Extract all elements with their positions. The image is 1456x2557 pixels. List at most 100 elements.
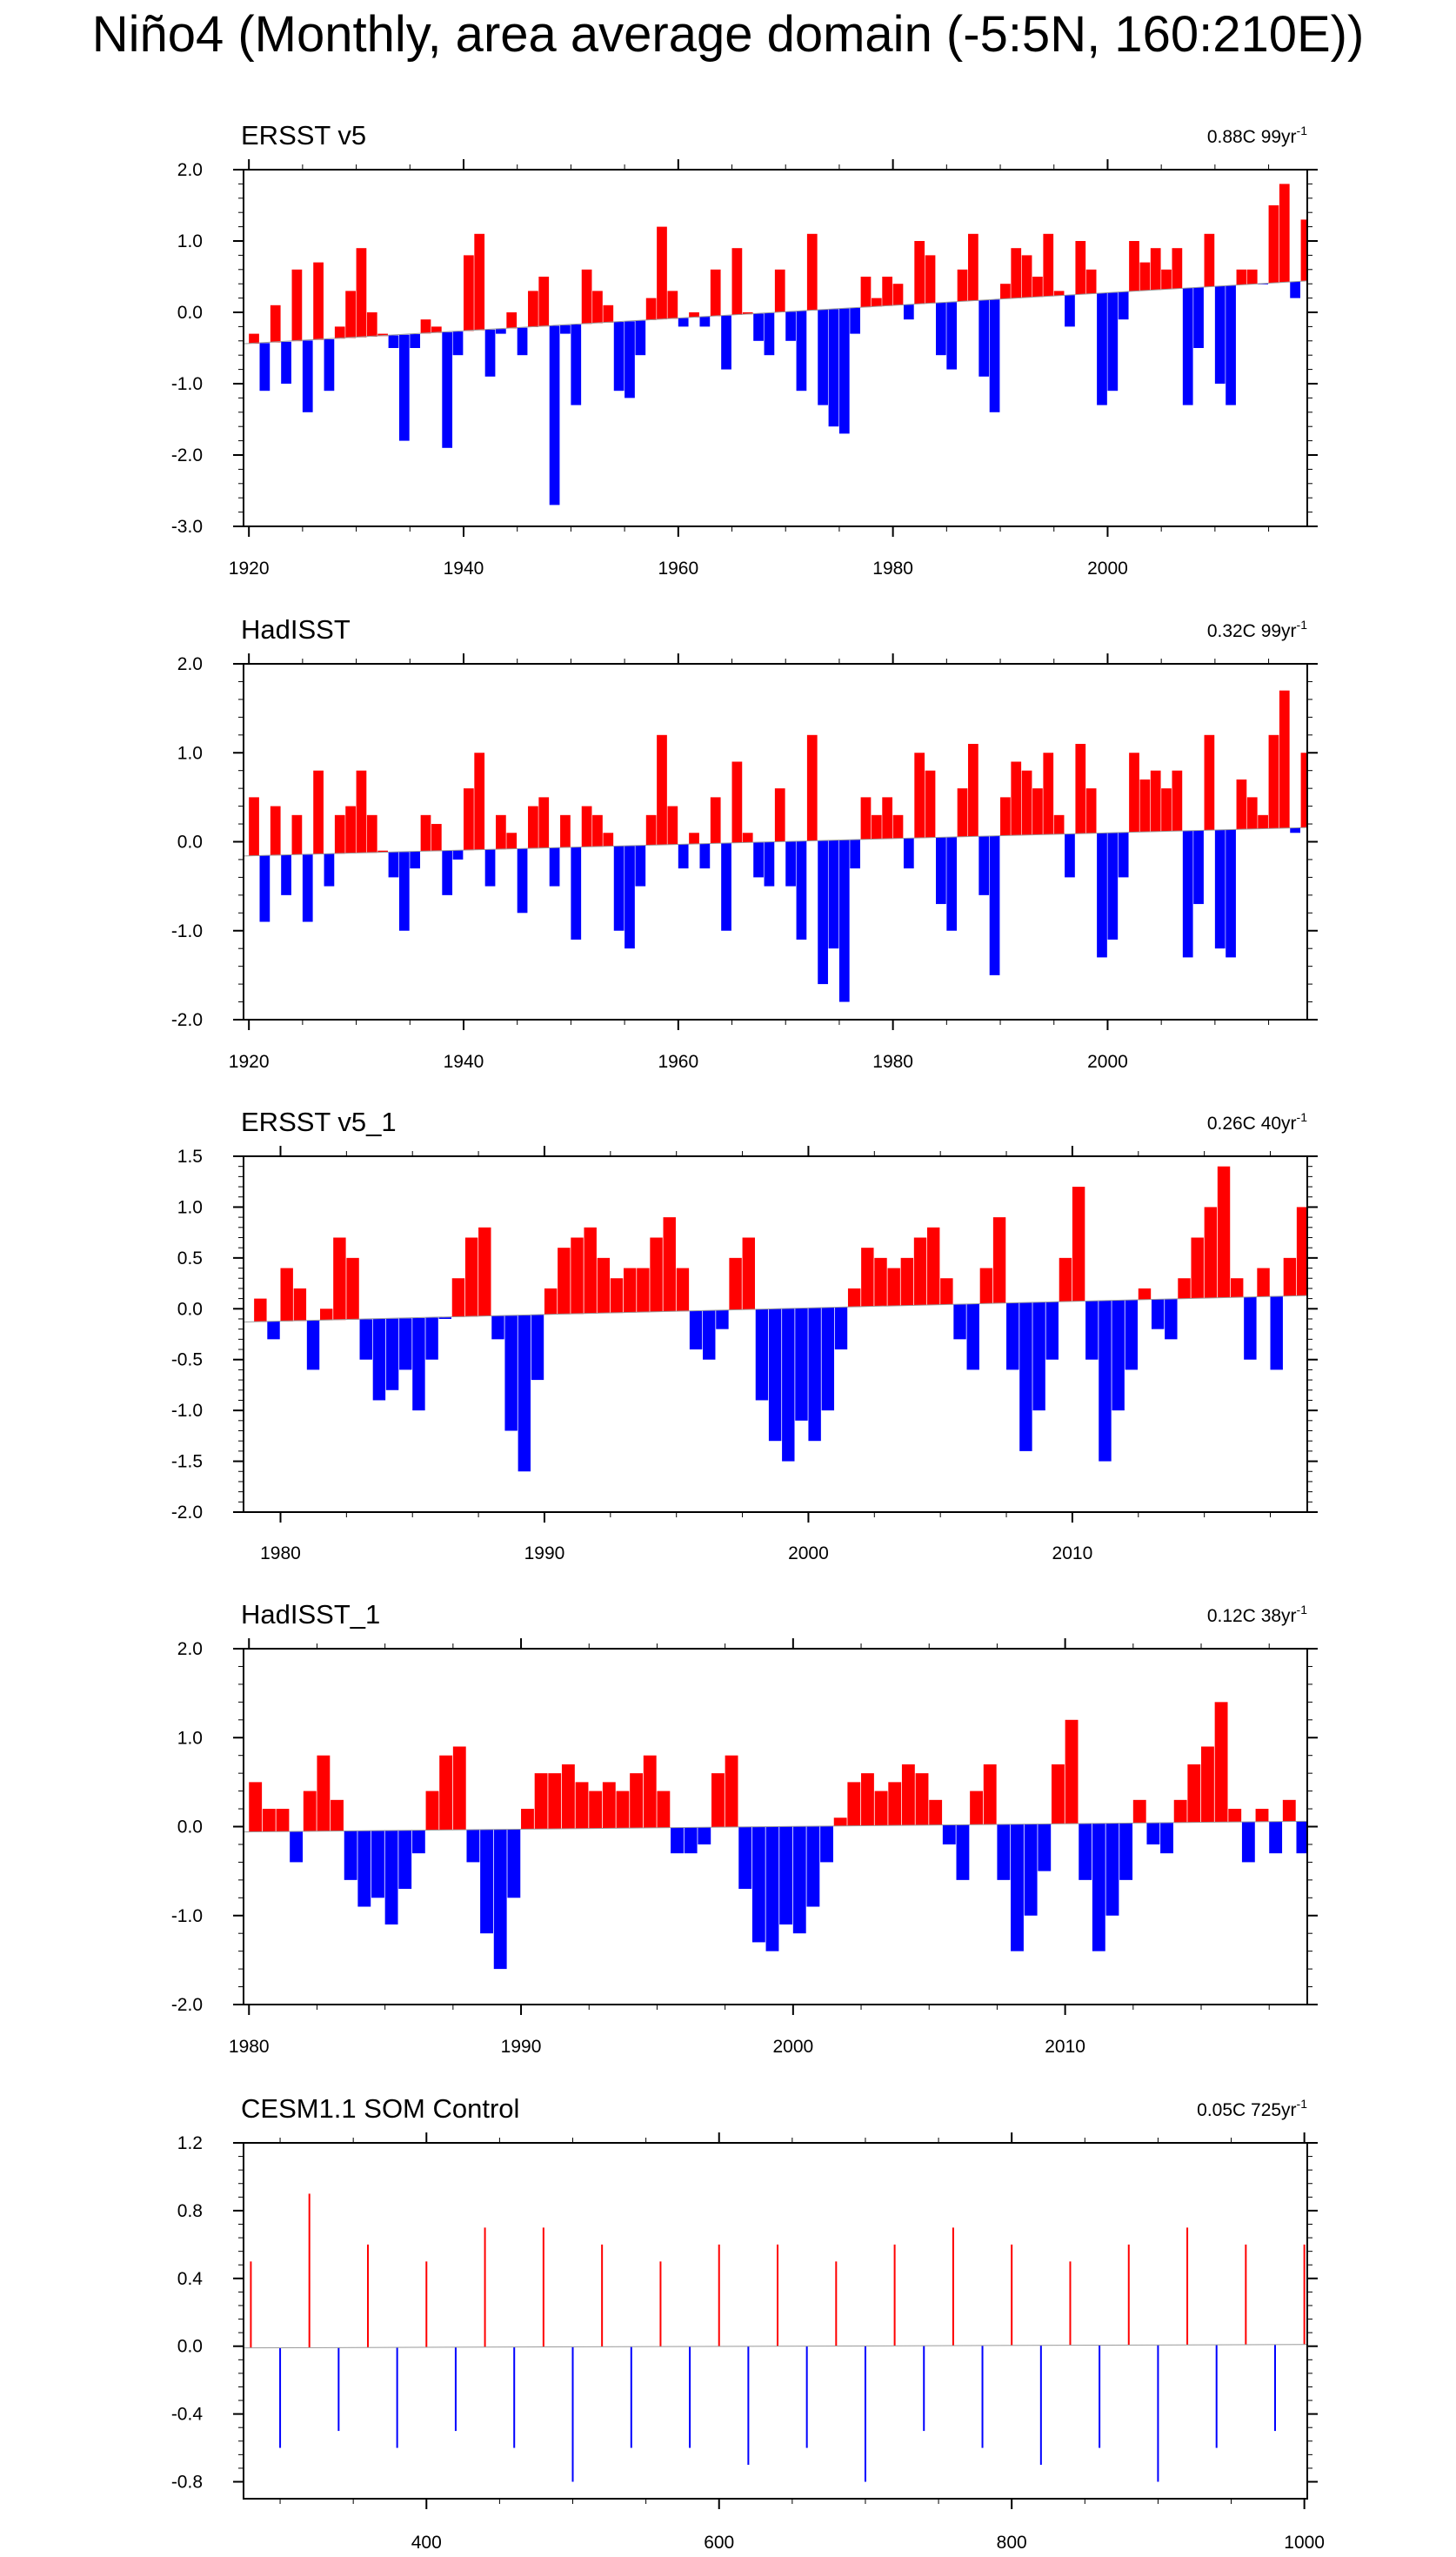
data-bar xyxy=(1236,269,1247,285)
y-tick-label: -0.5 xyxy=(171,1350,203,1370)
x-tick-label: 2010 xyxy=(1052,1543,1093,1563)
panel-4: HadISST_1 0.12C 38yr-1 -2.0 -1.0 0.0 1.0 2.0 19… xyxy=(171,1599,1318,2057)
plot-frame xyxy=(243,169,1308,527)
data-bar xyxy=(1024,1824,1038,1916)
data-bar xyxy=(1273,2344,1276,2432)
data-bar xyxy=(425,2261,428,2348)
data-bar xyxy=(828,840,839,949)
data-bar xyxy=(528,291,538,327)
data-bar xyxy=(496,814,506,850)
data-bar xyxy=(624,846,635,949)
data-bar xyxy=(259,343,270,392)
data-bar xyxy=(764,312,775,356)
data-bar xyxy=(331,1799,344,1831)
data-bar xyxy=(888,1782,902,1826)
data-bar xyxy=(903,838,914,869)
data-bar xyxy=(1226,285,1236,405)
trend-exponent: -1 xyxy=(1297,124,1308,137)
data-bar xyxy=(1193,287,1204,348)
data-bar xyxy=(1139,779,1151,833)
data-bar xyxy=(1182,830,1193,958)
data-bar xyxy=(1079,1823,1092,1880)
data-bar xyxy=(366,2244,369,2348)
data-bar xyxy=(399,1318,412,1370)
x-tick-label: 2000 xyxy=(772,2037,813,2057)
data-bar xyxy=(412,1317,425,1411)
data-bar xyxy=(1006,1302,1019,1370)
x-tick-label: 600 xyxy=(704,2533,734,2553)
data-bar xyxy=(983,1764,997,1825)
x-tick-label: 1990 xyxy=(501,2037,542,2057)
data-bar xyxy=(957,269,968,302)
data-bar xyxy=(914,241,925,305)
data-bar xyxy=(1099,1300,1112,1462)
y-tick-label: -1.0 xyxy=(171,1906,203,1926)
data-bar xyxy=(711,1773,725,1828)
data-bar xyxy=(1268,205,1279,284)
data-bar xyxy=(1283,1257,1297,1296)
page-title: Niño4 (Monthly, area average domain (-5:… xyxy=(91,6,1365,63)
data-bar xyxy=(377,333,388,337)
data-bar xyxy=(777,2244,779,2346)
data-bar xyxy=(1257,1268,1270,1297)
data-bar xyxy=(635,845,646,887)
data-bar xyxy=(796,840,807,940)
data-bar xyxy=(496,329,506,334)
data-bar xyxy=(356,770,367,853)
data-bar xyxy=(463,255,474,331)
data-bar xyxy=(765,1826,779,1951)
data-bar xyxy=(410,851,421,869)
data-bar xyxy=(1045,1302,1059,1360)
data-bar xyxy=(689,2346,691,2448)
data-bar xyxy=(901,1764,915,1825)
bars xyxy=(254,1166,1307,1472)
data-bar xyxy=(291,269,303,342)
data-bar xyxy=(384,1831,398,1924)
data-bar xyxy=(1099,2345,1101,2448)
x-tick-label: 2000 xyxy=(788,1543,829,1563)
y-tick-label: 0.8 xyxy=(177,2201,203,2221)
data-bar xyxy=(313,770,324,854)
data-bar xyxy=(645,298,657,320)
y-tick-label: 1.5 xyxy=(177,1147,203,1167)
data-bar xyxy=(506,833,518,849)
data-bar xyxy=(1097,292,1107,405)
data-bar xyxy=(575,1782,589,1829)
data-bar xyxy=(1065,833,1075,878)
data-bar xyxy=(1217,1166,1231,1298)
data-bar xyxy=(630,2346,632,2448)
data-bar xyxy=(538,277,550,327)
data-bar xyxy=(689,1310,703,1350)
data-bar xyxy=(410,334,421,348)
y-tick-label: 0.0 xyxy=(177,1817,203,1837)
plot-frame xyxy=(243,1155,1308,1513)
data-bar xyxy=(1065,1719,1079,1824)
data-bar xyxy=(805,2346,808,2448)
data-bar xyxy=(290,1831,304,1863)
data-bar xyxy=(1000,797,1011,836)
x-tick-label: 1990 xyxy=(524,1543,565,1563)
data-bar xyxy=(774,788,785,842)
data-bar xyxy=(1072,1187,1085,1302)
y-tick-label: 1.0 xyxy=(177,1197,203,1217)
data-bar xyxy=(324,338,335,392)
data-bar xyxy=(624,321,635,398)
data-bar xyxy=(313,262,324,340)
y-tick-label: 0.4 xyxy=(177,2269,204,2289)
data-bar xyxy=(1214,829,1226,949)
data-bar xyxy=(317,1755,331,1831)
data-bar xyxy=(513,2346,516,2448)
data-bar xyxy=(1059,1257,1072,1302)
data-bar xyxy=(425,1317,438,1360)
y-tick-label: 2.0 xyxy=(177,654,203,674)
data-bar xyxy=(796,311,807,392)
data-bar xyxy=(699,843,711,869)
data-bar xyxy=(1085,1301,1099,1360)
data-bar xyxy=(493,1829,507,1970)
data-bar xyxy=(900,1257,914,1306)
data-bar xyxy=(491,1315,504,1340)
trend-value: 0.05C xyxy=(1197,2100,1251,2120)
x-tick-label: 2000 xyxy=(1087,559,1128,579)
data-bar xyxy=(860,277,872,308)
trend-period: 38yr xyxy=(1261,1606,1297,1626)
